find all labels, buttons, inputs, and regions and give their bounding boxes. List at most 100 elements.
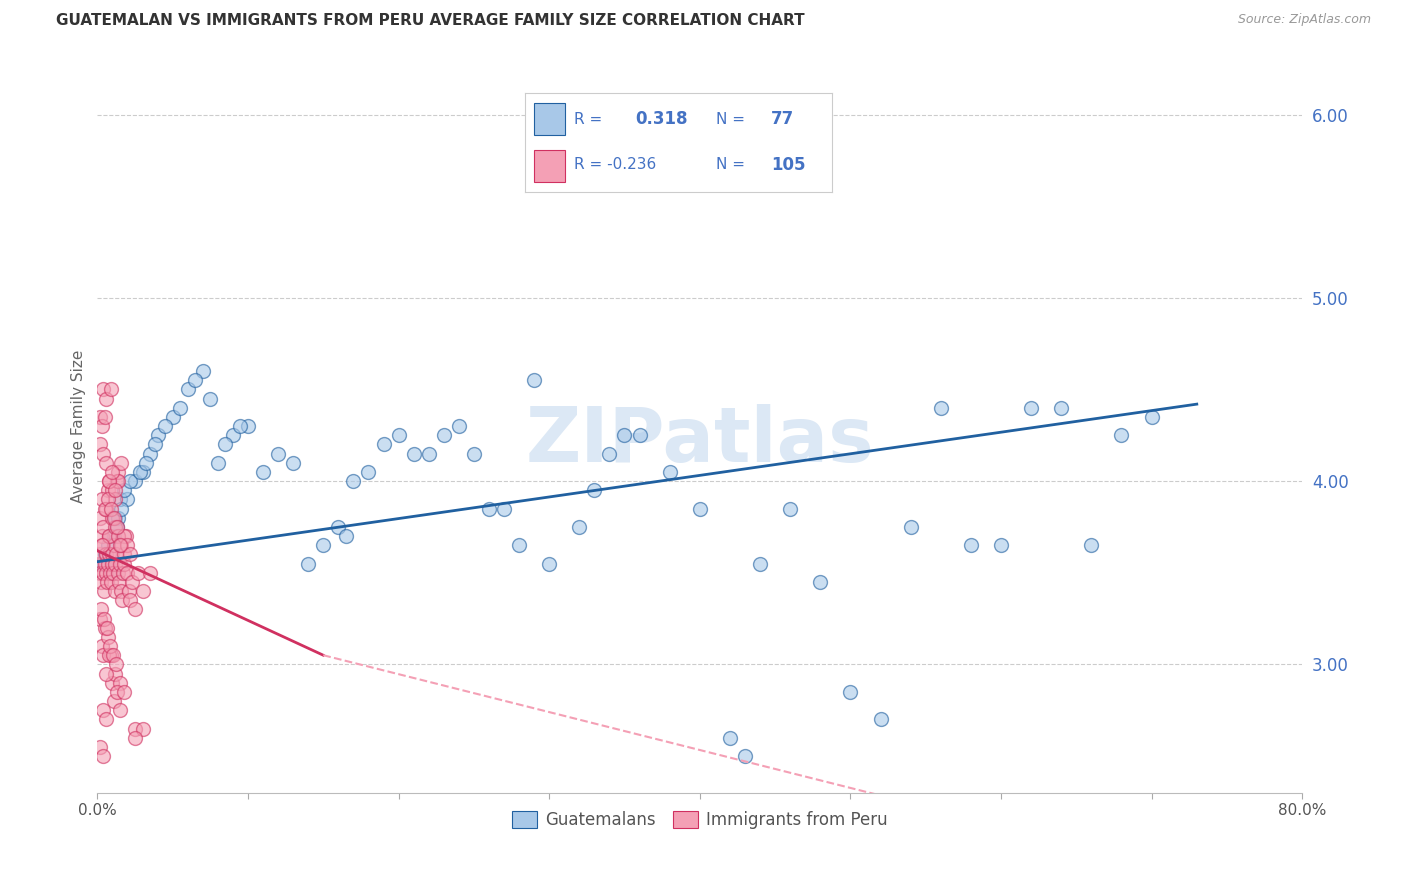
Point (222, 428, 245, 442)
Point (93, 538, 115, 552)
Point (628, 428, 651, 442)
Point (91, 703, 114, 717)
Point (97, 474, 120, 488)
Point (110, 501, 132, 516)
Point (97, 483, 120, 498)
Point (135, 456, 157, 470)
Point (191, 364, 214, 378)
Point (718, 731, 741, 745)
Point (120, 474, 142, 488)
Point (124, 602, 146, 616)
Point (103, 538, 125, 552)
Point (93, 584, 115, 599)
Point (93, 648, 115, 663)
Point (98, 548, 121, 562)
Point (91, 566, 114, 580)
Point (114, 483, 136, 498)
Point (929, 401, 952, 415)
Point (162, 409, 184, 424)
Point (658, 465, 681, 479)
Point (110, 584, 132, 599)
Point (207, 456, 229, 470)
Point (121, 574, 143, 589)
Point (96, 501, 118, 516)
Point (105, 520, 128, 534)
Point (107, 474, 129, 488)
Point (1080, 538, 1102, 552)
Point (111, 566, 134, 580)
Point (689, 501, 711, 516)
Point (177, 383, 200, 397)
Point (139, 447, 162, 461)
Point (98, 648, 121, 663)
Point (94, 557, 117, 571)
Point (124, 722, 146, 736)
Point (117, 492, 139, 507)
Point (90, 419, 112, 434)
Point (117, 538, 139, 552)
Point (143, 437, 166, 451)
Point (93, 520, 115, 534)
Point (200, 392, 222, 406)
Point (98, 474, 121, 488)
Point (335, 529, 357, 543)
Point (89, 566, 111, 580)
Point (107, 465, 129, 479)
Point (108, 492, 131, 507)
Point (100, 648, 122, 663)
Point (598, 447, 620, 461)
Point (105, 520, 128, 534)
Point (90, 602, 112, 616)
Point (153, 419, 176, 434)
Point (93, 383, 115, 397)
Point (91, 447, 114, 461)
Legend: Guatemalans, Immigrants from Peru: Guatemalans, Immigrants from Peru (505, 804, 894, 836)
Point (98, 529, 121, 543)
Point (98, 529, 121, 543)
Point (267, 447, 290, 461)
Point (373, 437, 395, 451)
Point (252, 465, 274, 479)
Point (869, 712, 891, 726)
Point (538, 557, 561, 571)
Point (100, 465, 122, 479)
Point (1111, 428, 1133, 442)
Point (101, 566, 124, 580)
Point (100, 557, 122, 571)
Point (229, 419, 252, 434)
Point (418, 447, 440, 461)
Point (89, 437, 111, 451)
Point (387, 428, 409, 442)
Point (103, 694, 125, 708)
Point (111, 593, 134, 607)
Point (101, 557, 124, 571)
Point (734, 749, 756, 764)
Point (613, 428, 636, 442)
Point (98, 639, 121, 653)
Point (93, 749, 115, 764)
Point (110, 538, 132, 552)
Point (90, 574, 112, 589)
Point (214, 437, 236, 451)
Point (107, 529, 129, 543)
Point (523, 373, 546, 387)
Point (100, 574, 122, 589)
Point (779, 501, 801, 516)
Point (101, 566, 124, 580)
Point (94, 548, 117, 562)
Text: Source: ZipAtlas.com: Source: ZipAtlas.com (1237, 13, 1371, 27)
Point (114, 557, 136, 571)
Point (94, 712, 117, 726)
Point (990, 538, 1012, 552)
Point (94, 548, 117, 562)
Point (124, 474, 146, 488)
Point (108, 675, 131, 690)
Point (107, 510, 129, 524)
Point (236, 419, 259, 434)
Point (101, 483, 124, 498)
Point (90, 529, 112, 543)
Point (1019, 401, 1042, 415)
Point (297, 557, 319, 571)
Point (131, 584, 153, 599)
Point (104, 584, 127, 599)
